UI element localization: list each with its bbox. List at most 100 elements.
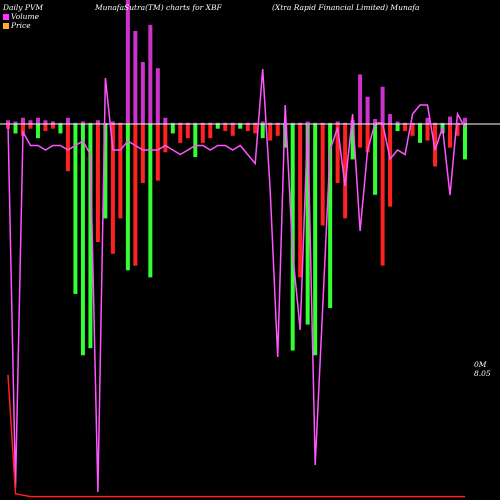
change-bar [73, 124, 78, 294]
volume-bar [88, 122, 93, 124]
change-bar [380, 124, 385, 266]
change-bar [208, 124, 213, 139]
volume-bar [155, 68, 160, 124]
volume-bar [418, 122, 423, 124]
legend-volume: Volume [3, 12, 39, 21]
change-bar [223, 124, 228, 132]
change-bar [65, 124, 70, 172]
volume-bar [140, 62, 145, 124]
volume-bar [253, 122, 258, 124]
change-bar [20, 124, 25, 136]
volume-bar [118, 122, 123, 124]
volume-bar [35, 117, 40, 124]
volume-bar [298, 122, 303, 124]
change-bar [110, 124, 115, 254]
change-bar [403, 124, 408, 132]
volume-bar [223, 122, 228, 124]
change-bar [185, 124, 190, 139]
change-bar [125, 124, 130, 271]
volume-bar [110, 121, 115, 124]
volume-bar [125, 0, 130, 124]
volume-bar [163, 117, 168, 124]
change-bar [253, 124, 258, 134]
volume-swatch [3, 14, 9, 20]
volume-bar [448, 116, 453, 124]
volume-bar [388, 114, 393, 124]
change-bar [13, 124, 18, 134]
change-bar [50, 124, 55, 129]
volume-bar [6, 120, 10, 124]
volume-bar [238, 122, 243, 124]
price-swatch [3, 23, 9, 29]
change-bar [178, 124, 183, 143]
volume-bar [208, 122, 213, 124]
change-bar [200, 124, 205, 143]
volume-bar [455, 122, 460, 124]
change-bar [170, 124, 175, 134]
change-bar [290, 124, 295, 351]
change-bar [350, 124, 355, 160]
volume-line [7, 68, 466, 493]
change-bar [298, 124, 303, 278]
volume-bar [410, 122, 415, 124]
volume-bar [358, 74, 363, 124]
change-bar [133, 124, 138, 266]
change-bar [335, 124, 340, 183]
volume-bar [65, 117, 70, 124]
volume-bar [403, 122, 408, 124]
price-end-label: 8.05 [474, 369, 491, 378]
volume-bar [313, 122, 318, 124]
change-bar [140, 124, 145, 183]
change-bar [193, 124, 198, 158]
legend-volume-label: Volume [11, 12, 40, 21]
change-bar [343, 124, 348, 219]
change-bar [148, 124, 153, 278]
volume-bar [290, 122, 295, 124]
price-line [7, 374, 465, 498]
volume-bar [178, 122, 183, 124]
change-bar [35, 124, 40, 139]
change-bar [448, 124, 453, 148]
volume-bar [320, 122, 325, 124]
change-bar [388, 124, 393, 207]
volume-bar [185, 122, 190, 124]
volume-bar [95, 120, 100, 124]
change-bar [275, 124, 280, 136]
volume-bar [395, 121, 400, 124]
volume-bar [43, 120, 48, 124]
change-bar [43, 124, 48, 132]
change-bar [28, 124, 33, 129]
change-bar [455, 124, 460, 136]
change-bar [433, 124, 438, 167]
change-bar [358, 124, 363, 148]
volume-end-label: 0M [474, 360, 487, 369]
change-bar [95, 124, 100, 242]
volume-bar [425, 117, 430, 124]
change-bar [155, 124, 160, 181]
volume-bar [13, 121, 18, 124]
volume-bar [58, 122, 63, 124]
change-bar [305, 124, 310, 325]
change-bar [395, 124, 400, 132]
volume-bar [380, 86, 385, 124]
change-bar [410, 124, 415, 136]
volume-bar [433, 122, 438, 124]
change-bar [245, 124, 250, 132]
change-bar [238, 124, 243, 129]
volume-bar [463, 117, 467, 124]
volume-bar [133, 31, 138, 124]
change-bar [418, 124, 423, 143]
legend-price: Price [3, 21, 31, 30]
change-bar [365, 124, 370, 153]
volume-bar [73, 122, 78, 124]
volume-bar [80, 121, 85, 124]
volume-bar [365, 96, 370, 124]
volume-bar [215, 122, 220, 124]
change-bar [88, 124, 93, 349]
volume-bar [28, 120, 33, 124]
volume-bar [148, 24, 153, 124]
change-bar [328, 124, 333, 309]
volume-bar [268, 122, 273, 124]
change-bar [373, 124, 378, 195]
